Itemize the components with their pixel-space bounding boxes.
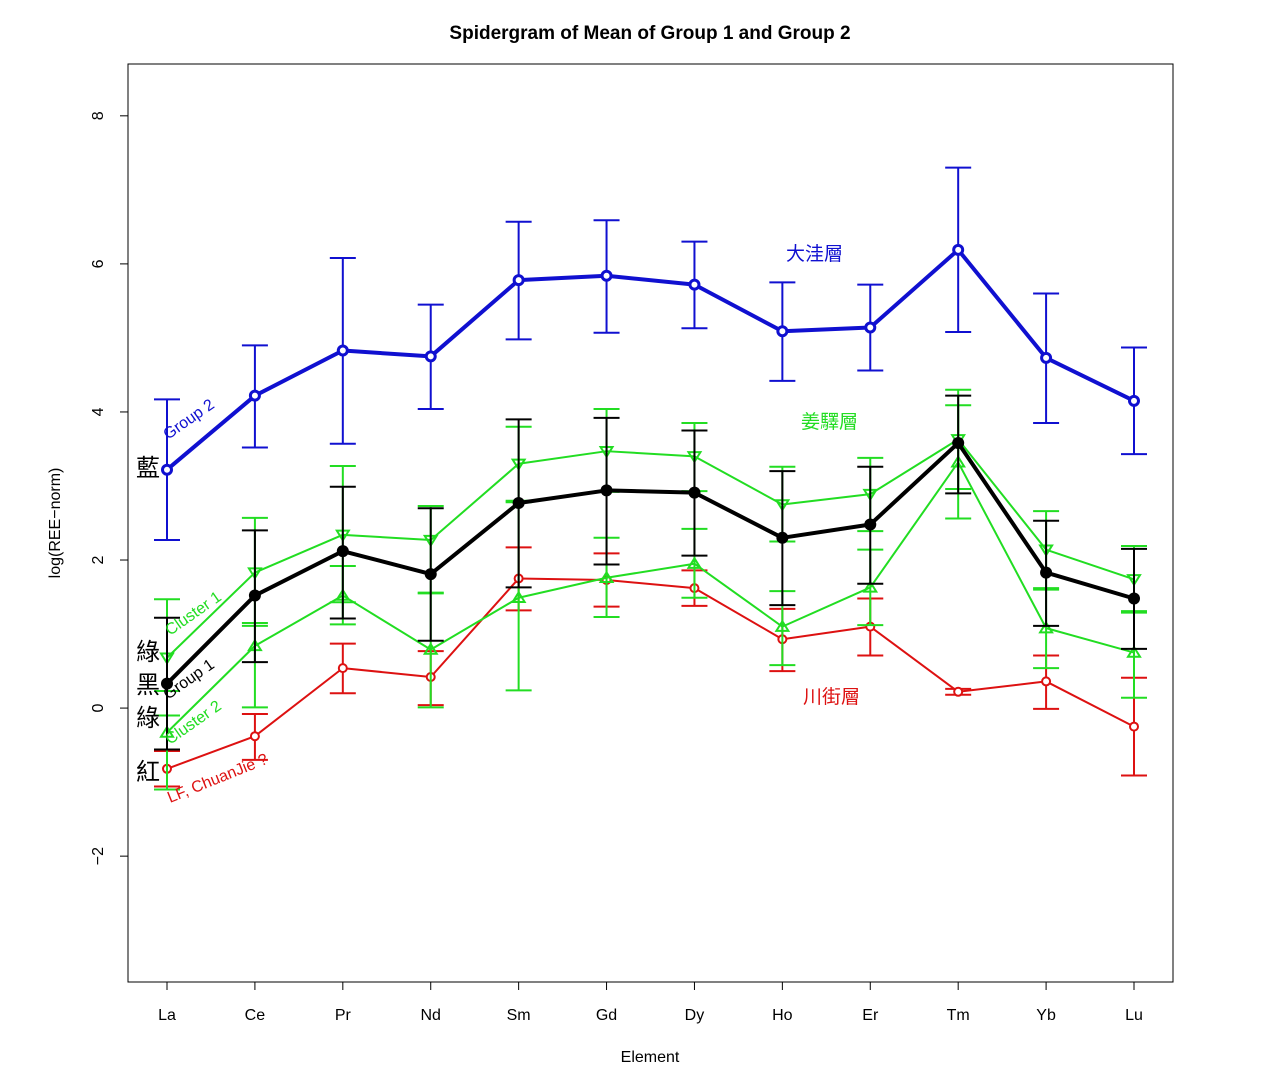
cjk-label: 川街層 [803,686,860,708]
x-tick-label-gd: Gd [596,1007,617,1024]
x-axis-label: Element [621,1049,680,1066]
data-point [248,389,261,402]
data-point [512,274,525,287]
data-point [952,437,965,450]
data-point [600,484,613,497]
data-point [688,486,701,499]
x-tick-label-yb: Yb [1036,1007,1056,1024]
data-point [161,463,173,476]
data-point [424,568,437,581]
y-axis-label: log(REE−norm) [47,468,64,579]
data-point [1041,676,1052,687]
data-point [1040,566,1053,579]
annotation-lf-chuanjie: LF, ChuanJie ? [165,751,270,807]
data-point [248,589,261,602]
series-line [166,461,1135,734]
cjk-label: 綠 [136,638,160,666]
cjk-label: 大洼層 [786,243,843,265]
data-point [422,642,439,655]
data-point [336,344,349,357]
cjk-label: 藍 [136,454,160,482]
y-tick-label: 2 [90,555,107,564]
data-point [1129,721,1139,732]
data-point [864,518,877,531]
data-point [864,321,877,334]
series-layer [154,166,1147,791]
series-line [165,247,1135,472]
cjk-label: 紅 [136,758,160,786]
x-tick-label-lu: Lu [1125,1007,1143,1024]
data-point [337,663,348,674]
x-tick-label-tm: Tm [947,1007,970,1024]
data-point [1126,645,1142,658]
series-lf-chuanjie [154,546,1147,788]
y-tick-label: 8 [90,111,107,120]
y-tick-label: 0 [90,704,107,713]
data-point [510,590,527,603]
series-line [166,577,1135,770]
x-tick-label-ho: Ho [772,1007,793,1024]
cjk-label: 綠 [136,704,160,732]
series-group-2 [154,166,1147,542]
data-point [249,731,260,742]
y-tick-label: 6 [90,259,107,268]
data-point [512,497,525,510]
axes: La Ce Pr Nd Sm Gd Dy Ho Er Tm Yb Lu −2 0 2 4 6 8 [90,111,1143,1024]
cjk-label: 姜驛層 [801,411,858,433]
data-point [1128,592,1140,605]
x-tick-label-la: La [158,1007,176,1024]
chart-title: Spidergram of Mean of Group 1 and Group … [449,23,850,44]
plot-frame [127,63,1174,983]
series-cluster-2 [154,404,1147,791]
data-point [1038,620,1054,634]
data-point [598,570,615,583]
data-point [688,278,701,291]
series-cluster-1 [154,388,1147,717]
x-tick-label-pr: Pr [335,1007,352,1024]
data-point [952,243,965,256]
series-line [165,441,1135,686]
series-line [166,438,1135,659]
x-tick-label-nd: Nd [421,1007,441,1024]
x-tick-label-ce: Ce [245,1007,266,1024]
x-tick-label-sm: Sm [507,1007,531,1024]
data-point [776,531,789,544]
cjk-label: 黑 [136,671,160,699]
data-point [776,325,789,338]
data-point [336,545,349,558]
data-point [1128,394,1140,407]
data-point [600,269,613,282]
data-point [424,350,437,363]
data-point [1040,351,1053,364]
data-point [953,686,964,697]
y-tick-label: −2 [90,847,107,865]
data-point [862,580,879,593]
x-tick-label-dy: Dy [685,1007,705,1024]
series-group-1 [154,394,1147,751]
x-tick-label-er: Er [862,1007,879,1024]
data-point [161,677,173,690]
data-point [686,556,703,569]
data-point [774,619,791,632]
y-tick-label: 4 [90,407,107,416]
